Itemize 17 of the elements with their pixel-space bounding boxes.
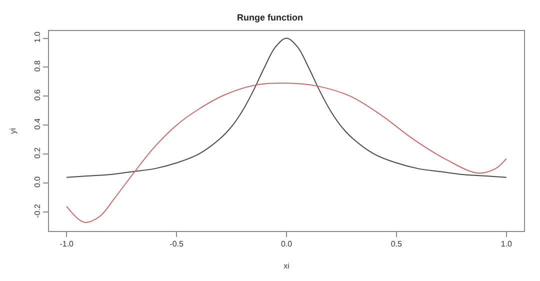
chart-title: Runge function <box>237 12 303 22</box>
y-tick-label: 0.2 <box>32 146 42 159</box>
y-tick-label: 0.6 <box>32 88 42 101</box>
x-tick-label: -0.5 <box>170 240 184 249</box>
x-axis-title: xi <box>284 262 290 271</box>
x-tick-label: 1.0 <box>500 240 513 249</box>
line-series <box>66 38 507 178</box>
y-tick-label: 1.0 <box>32 30 42 43</box>
x-tick-label: 0.0 <box>280 240 293 249</box>
x-tick-label: 0.5 <box>390 240 403 249</box>
y-tick-label: 0.4 <box>32 118 42 130</box>
y-tick-label: 0.8 <box>32 60 42 72</box>
y-axis-title: yi <box>8 128 18 134</box>
x-tick-label: -1.0 <box>60 240 74 249</box>
line-series <box>66 82 507 223</box>
y-tick-label: -0.2 <box>32 204 42 218</box>
y-tick-label: 0.0 <box>32 176 42 188</box>
